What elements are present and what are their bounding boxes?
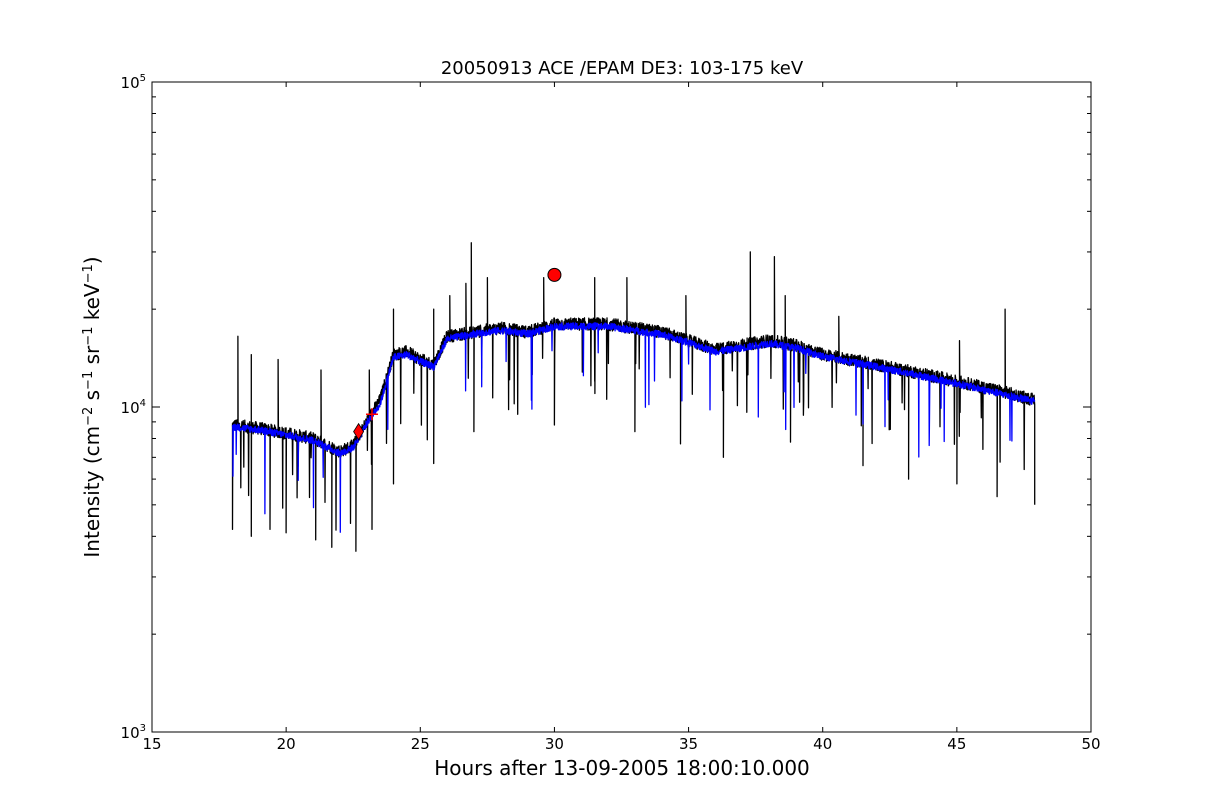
y-label-suffix: ) [80,256,104,264]
y-label-prefix: Intensity (cm [80,426,104,558]
y-tick-label: 105 [121,73,146,92]
y-label-mid2: sr [80,345,104,371]
y-axis-label: Intensity (cm−2 s−1 sr−1 keV−1) [80,256,104,557]
marker-circle [547,267,562,282]
y-label-sup3: −1 [81,327,96,346]
x-tick-label: 50 [1081,735,1100,753]
x-tick-label: 25 [411,735,430,753]
x-tick-label: 15 [142,735,161,753]
tick-layer [151,81,1092,733]
y-label-mid3: keV [80,283,104,327]
x-tick-label: 35 [679,735,698,753]
plot-background [152,82,1091,732]
x-tick-label: 30 [545,735,564,753]
y-tick-label: 104 [121,398,146,417]
x-tick-label: 20 [277,735,296,753]
x-axis-label: Hours after 13-09-2005 18:00:10.000 [434,756,810,780]
y-label-mid1: s [80,390,104,407]
marker-plus [365,408,378,421]
y-label-sup1: −2 [81,407,96,426]
plot-area [151,81,1092,733]
y-label-sup2: −1 [81,371,96,390]
series-layer [231,242,1036,552]
chart-title: 20050913 ACE /EPAM DE3: 103-175 keV [441,58,804,79]
series-line-smoothed [231,322,1036,533]
marker-layer [353,267,562,441]
y-tick-label: 103 [121,723,146,742]
y-label-sup4: −1 [81,264,96,283]
marker-diamond [353,422,365,441]
x-tick-label: 40 [813,735,832,753]
x-tick-label: 45 [947,735,966,753]
